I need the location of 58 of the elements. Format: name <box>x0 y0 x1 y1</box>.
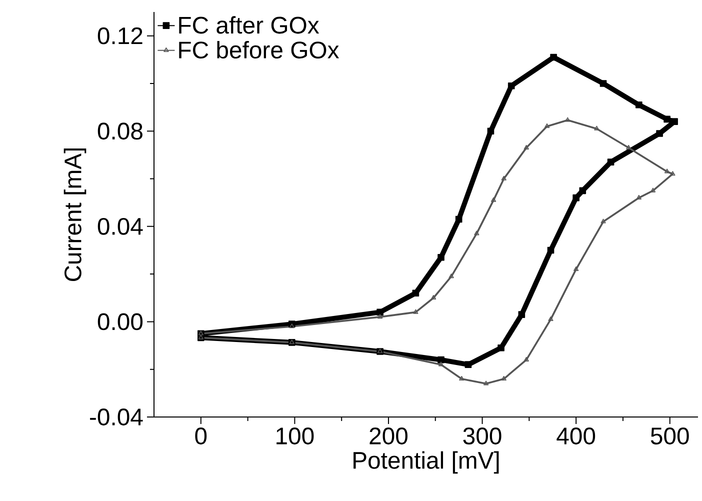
point <box>574 266 579 271</box>
y-tick-label: 0.08 <box>98 122 142 140</box>
x-tick-label: 100 <box>276 428 314 444</box>
y-axis-title: Current [mA] <box>64 148 86 282</box>
point <box>594 126 600 130</box>
point <box>518 311 526 318</box>
x-tick-label: 400 <box>556 428 596 444</box>
point <box>547 246 554 254</box>
point <box>455 216 462 223</box>
y-tick-label: 0.12 <box>98 27 142 44</box>
point <box>412 290 420 297</box>
x-tick-label: 200 <box>370 428 408 444</box>
point <box>636 102 642 108</box>
legend-label: FC after GOx <box>179 16 320 34</box>
point <box>607 158 614 166</box>
point <box>600 80 607 87</box>
point <box>474 230 480 236</box>
x-axis-title: Potential [mV] <box>354 451 499 474</box>
x-tick-label: 500 <box>650 428 689 444</box>
y-tick-label: 0.00 <box>98 313 143 330</box>
y-tick-label: 0.04 <box>98 218 143 235</box>
point <box>548 316 554 321</box>
x-tick-label: 0 <box>195 428 207 444</box>
point <box>524 356 529 362</box>
point <box>430 294 436 300</box>
x-tick-label: 300 <box>463 428 502 444</box>
point <box>544 123 550 128</box>
point <box>498 344 504 352</box>
point <box>448 274 454 278</box>
point <box>636 194 642 200</box>
point <box>413 309 418 314</box>
point <box>438 356 444 364</box>
point <box>289 324 294 328</box>
point <box>501 376 506 381</box>
point <box>501 176 506 180</box>
point <box>490 197 496 202</box>
point <box>572 194 580 202</box>
point <box>524 144 529 150</box>
point <box>579 187 586 194</box>
point <box>483 380 489 386</box>
point <box>626 144 632 150</box>
point <box>487 128 494 135</box>
y-tick-label: -0.04 <box>90 408 143 426</box>
point <box>600 218 606 224</box>
point <box>656 130 663 137</box>
point <box>508 82 515 90</box>
point <box>670 171 676 176</box>
point <box>565 117 570 122</box>
point <box>550 54 557 61</box>
legend-label: FC before GOx <box>179 40 340 59</box>
point <box>464 361 472 368</box>
point <box>438 254 444 261</box>
point <box>671 118 678 125</box>
point <box>438 362 444 366</box>
point <box>459 376 464 381</box>
point <box>376 308 384 316</box>
point <box>377 314 383 319</box>
point <box>664 116 670 123</box>
